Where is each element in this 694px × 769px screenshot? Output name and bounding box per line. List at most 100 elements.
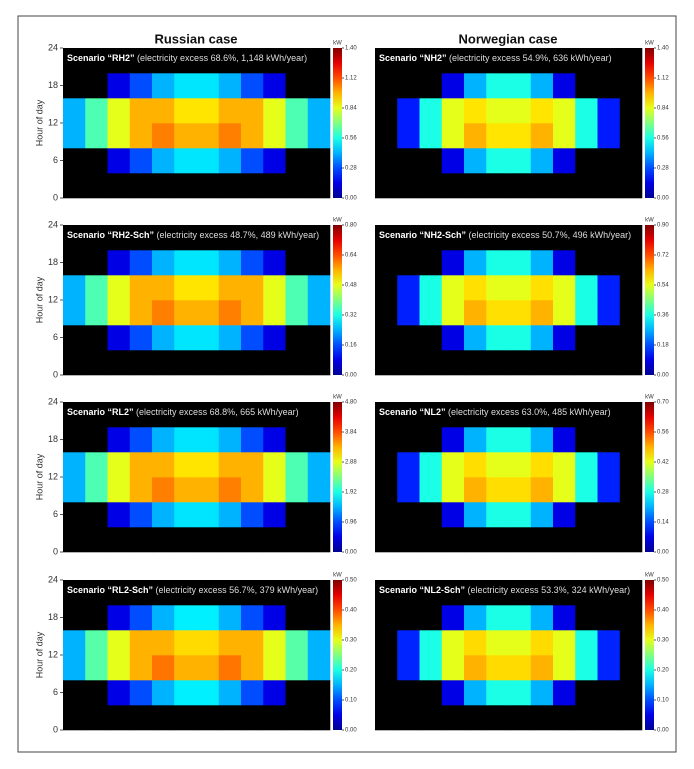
y-tick-label: 6 bbox=[53, 155, 58, 165]
heatmap-cell bbox=[375, 275, 398, 301]
heatmap-cell bbox=[129, 123, 153, 149]
heatmap-cell bbox=[307, 452, 331, 478]
heatmap-cell bbox=[196, 300, 220, 326]
heatmap-cell bbox=[375, 655, 398, 681]
heatmap-cell bbox=[597, 250, 621, 276]
heatmap-cell bbox=[530, 630, 554, 656]
heatmap-cell bbox=[63, 630, 86, 656]
heatmap-cell bbox=[107, 123, 131, 149]
heatmap-cell bbox=[107, 98, 131, 124]
scenario-name: Scenario “NL2-Sch” bbox=[379, 585, 466, 595]
colorbar-tick-label: 0.80 bbox=[345, 223, 357, 229]
heatmap-cell bbox=[174, 173, 197, 199]
heatmap-cell bbox=[464, 705, 487, 731]
heatmap-cell bbox=[575, 655, 598, 681]
heatmap-cell bbox=[553, 350, 576, 376]
heatmap-cell bbox=[530, 502, 554, 528]
heatmap-cell bbox=[419, 630, 443, 656]
heatmap-cell bbox=[307, 300, 331, 326]
heatmap-cell bbox=[152, 630, 175, 656]
heatmap-cell bbox=[196, 705, 220, 731]
heatmap-cell bbox=[575, 250, 598, 276]
heatmap-cell bbox=[575, 630, 598, 656]
heatmap-cell bbox=[597, 225, 621, 251]
heatmap-cell bbox=[553, 98, 576, 124]
heatmap-cell bbox=[486, 630, 509, 656]
heatmap-cell bbox=[464, 148, 487, 174]
heatmap-cell bbox=[464, 655, 487, 681]
heatmap-cell bbox=[196, 325, 220, 351]
colorbar-tick-label: 0.72 bbox=[657, 253, 669, 259]
heatmap-cell bbox=[196, 580, 220, 606]
heatmap-cell bbox=[129, 300, 153, 326]
heatmap-cell bbox=[152, 605, 175, 631]
heatmap-cell bbox=[85, 250, 108, 276]
heatmap-cell bbox=[263, 655, 286, 681]
heatmap-cell bbox=[307, 605, 331, 631]
heatmap-cell bbox=[486, 123, 509, 149]
heatmap-cell bbox=[419, 350, 443, 376]
heatmap-cell bbox=[218, 705, 242, 731]
heatmap-cell bbox=[152, 73, 175, 99]
heatmap-cell bbox=[619, 225, 643, 251]
heatmap-cell bbox=[464, 123, 487, 149]
heatmap-cell bbox=[196, 452, 220, 478]
heatmap-cell bbox=[285, 225, 309, 251]
heatmap-cell bbox=[196, 275, 220, 301]
heatmap-cell bbox=[486, 605, 509, 631]
heatmap-cell bbox=[553, 250, 576, 276]
heatmap-cell bbox=[419, 655, 443, 681]
heatmap-cell bbox=[441, 655, 465, 681]
heatmap-cell bbox=[285, 527, 309, 553]
annotation-box: Scenario “RH2” (electricity excess 68.6%… bbox=[67, 53, 307, 63]
heatmap-cell bbox=[218, 225, 242, 251]
heatmap-cell bbox=[63, 580, 86, 606]
heatmap-cell bbox=[85, 630, 108, 656]
heatmap-cell bbox=[619, 350, 643, 376]
heatmap-cell bbox=[464, 48, 487, 74]
heatmap-cell bbox=[85, 350, 108, 376]
heatmap-cell bbox=[508, 705, 532, 731]
heatmap-cell bbox=[530, 250, 554, 276]
heatmap-cell bbox=[441, 275, 465, 301]
heatmap-cell bbox=[241, 477, 264, 503]
y-tick-label: 12 bbox=[48, 117, 58, 127]
y-tick-label: 6 bbox=[53, 509, 58, 519]
heatmap-cell bbox=[285, 705, 309, 731]
heatmap-cell bbox=[218, 98, 242, 124]
heatmap-cell bbox=[597, 502, 621, 528]
heatmap-cell bbox=[285, 250, 309, 276]
heatmap-cell bbox=[263, 225, 286, 251]
heatmap-cell bbox=[486, 225, 509, 251]
heatmap-cell bbox=[375, 605, 398, 631]
y-tick-label: 0 bbox=[53, 369, 58, 379]
heatmap-cell bbox=[241, 98, 264, 124]
heatmap-cell bbox=[508, 73, 532, 99]
heatmap-cell bbox=[307, 630, 331, 656]
heatmap-cell bbox=[285, 148, 309, 174]
heatmap-cell bbox=[486, 477, 509, 503]
heatmap-cell bbox=[107, 325, 131, 351]
scenario-name: Scenario “RH2” bbox=[67, 53, 135, 63]
colorbar-tick-label: 0.16 bbox=[345, 343, 357, 349]
heatmap-cell bbox=[241, 275, 264, 301]
colorbar-tick-label: 0.00 bbox=[345, 196, 357, 202]
heatmap-cell bbox=[530, 427, 554, 453]
heatmap-cell bbox=[129, 402, 153, 428]
heatmap-cell bbox=[196, 477, 220, 503]
heatmap-cell bbox=[107, 250, 131, 276]
heatmap-cell bbox=[375, 680, 398, 706]
heatmap-cell bbox=[85, 73, 108, 99]
colorbar-tick-label: 3.84 bbox=[345, 430, 357, 436]
heatmap-cell bbox=[486, 350, 509, 376]
heatmap-cell bbox=[107, 173, 131, 199]
heatmap-cell bbox=[263, 250, 286, 276]
heatmap-cell bbox=[619, 502, 643, 528]
heatmap-cell bbox=[619, 705, 643, 731]
heatmap-cell bbox=[285, 300, 309, 326]
heatmap-cell bbox=[575, 275, 598, 301]
heatmap-cell bbox=[218, 350, 242, 376]
heatmap-cell bbox=[152, 275, 175, 301]
heatmap-cell bbox=[174, 527, 197, 553]
